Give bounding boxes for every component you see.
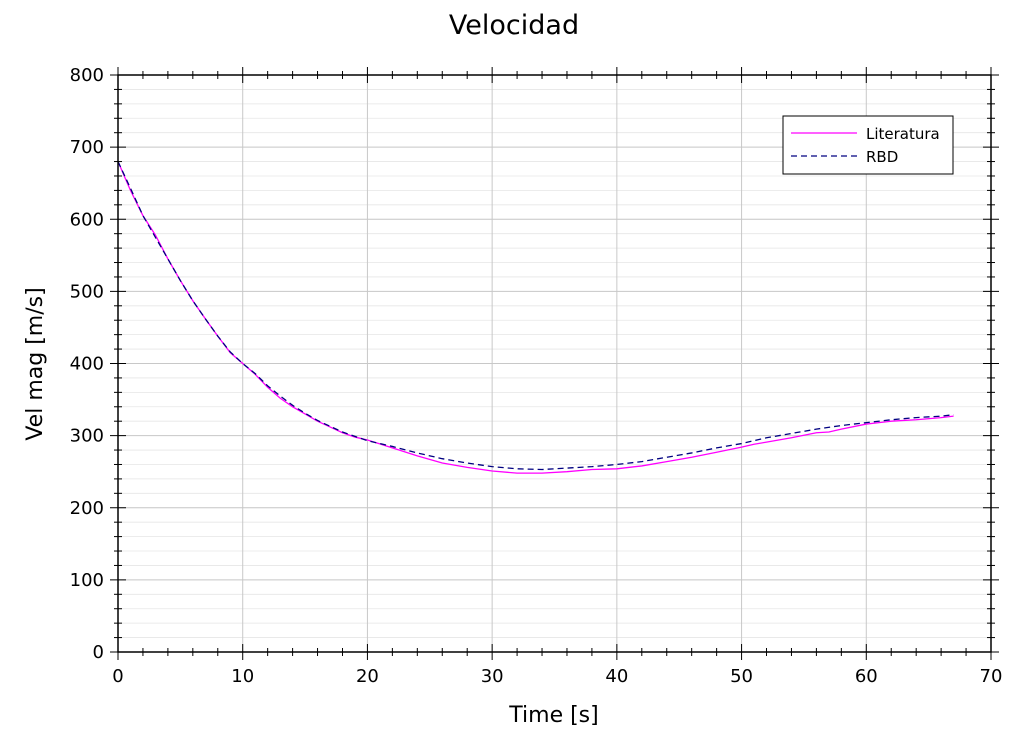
y-tick-label: 0 xyxy=(93,642,104,663)
x-tick-label: 50 xyxy=(730,666,753,687)
y-tick-label: 200 xyxy=(70,498,104,519)
series-line-literatura xyxy=(117,161,954,474)
x-tick-label: 0 xyxy=(112,666,123,687)
legend-box xyxy=(782,115,954,175)
x-axis-title: Time [s] xyxy=(508,703,598,728)
x-tick-label: 20 xyxy=(356,666,379,687)
series-line-rbd xyxy=(117,161,954,471)
y-tick-label: 500 xyxy=(70,281,104,302)
y-tick-label: 100 xyxy=(70,570,104,591)
x-tick-label: 40 xyxy=(605,666,628,687)
x-tick-label: 30 xyxy=(481,666,504,687)
legend-label-literatura: Literatura xyxy=(866,125,940,143)
y-tick-label: 600 xyxy=(70,209,104,230)
ticks xyxy=(110,67,999,660)
y-tick-label: 400 xyxy=(70,354,104,375)
series-layer xyxy=(117,161,954,474)
y-tick-label: 300 xyxy=(70,426,104,447)
y-tick-label: 700 xyxy=(70,137,104,158)
x-tick-label: 70 xyxy=(980,666,1003,687)
x-tick-label: 60 xyxy=(855,666,878,687)
legend-label-rbd: RBD xyxy=(866,148,898,166)
y-axis-title: Vel mag [m/s] xyxy=(23,287,48,440)
y-tick-label: 800 xyxy=(70,65,104,86)
legend: Literatura RBD xyxy=(782,115,954,175)
x-tick-label: 10 xyxy=(231,666,254,687)
chart-title: Velocidad xyxy=(449,10,579,41)
